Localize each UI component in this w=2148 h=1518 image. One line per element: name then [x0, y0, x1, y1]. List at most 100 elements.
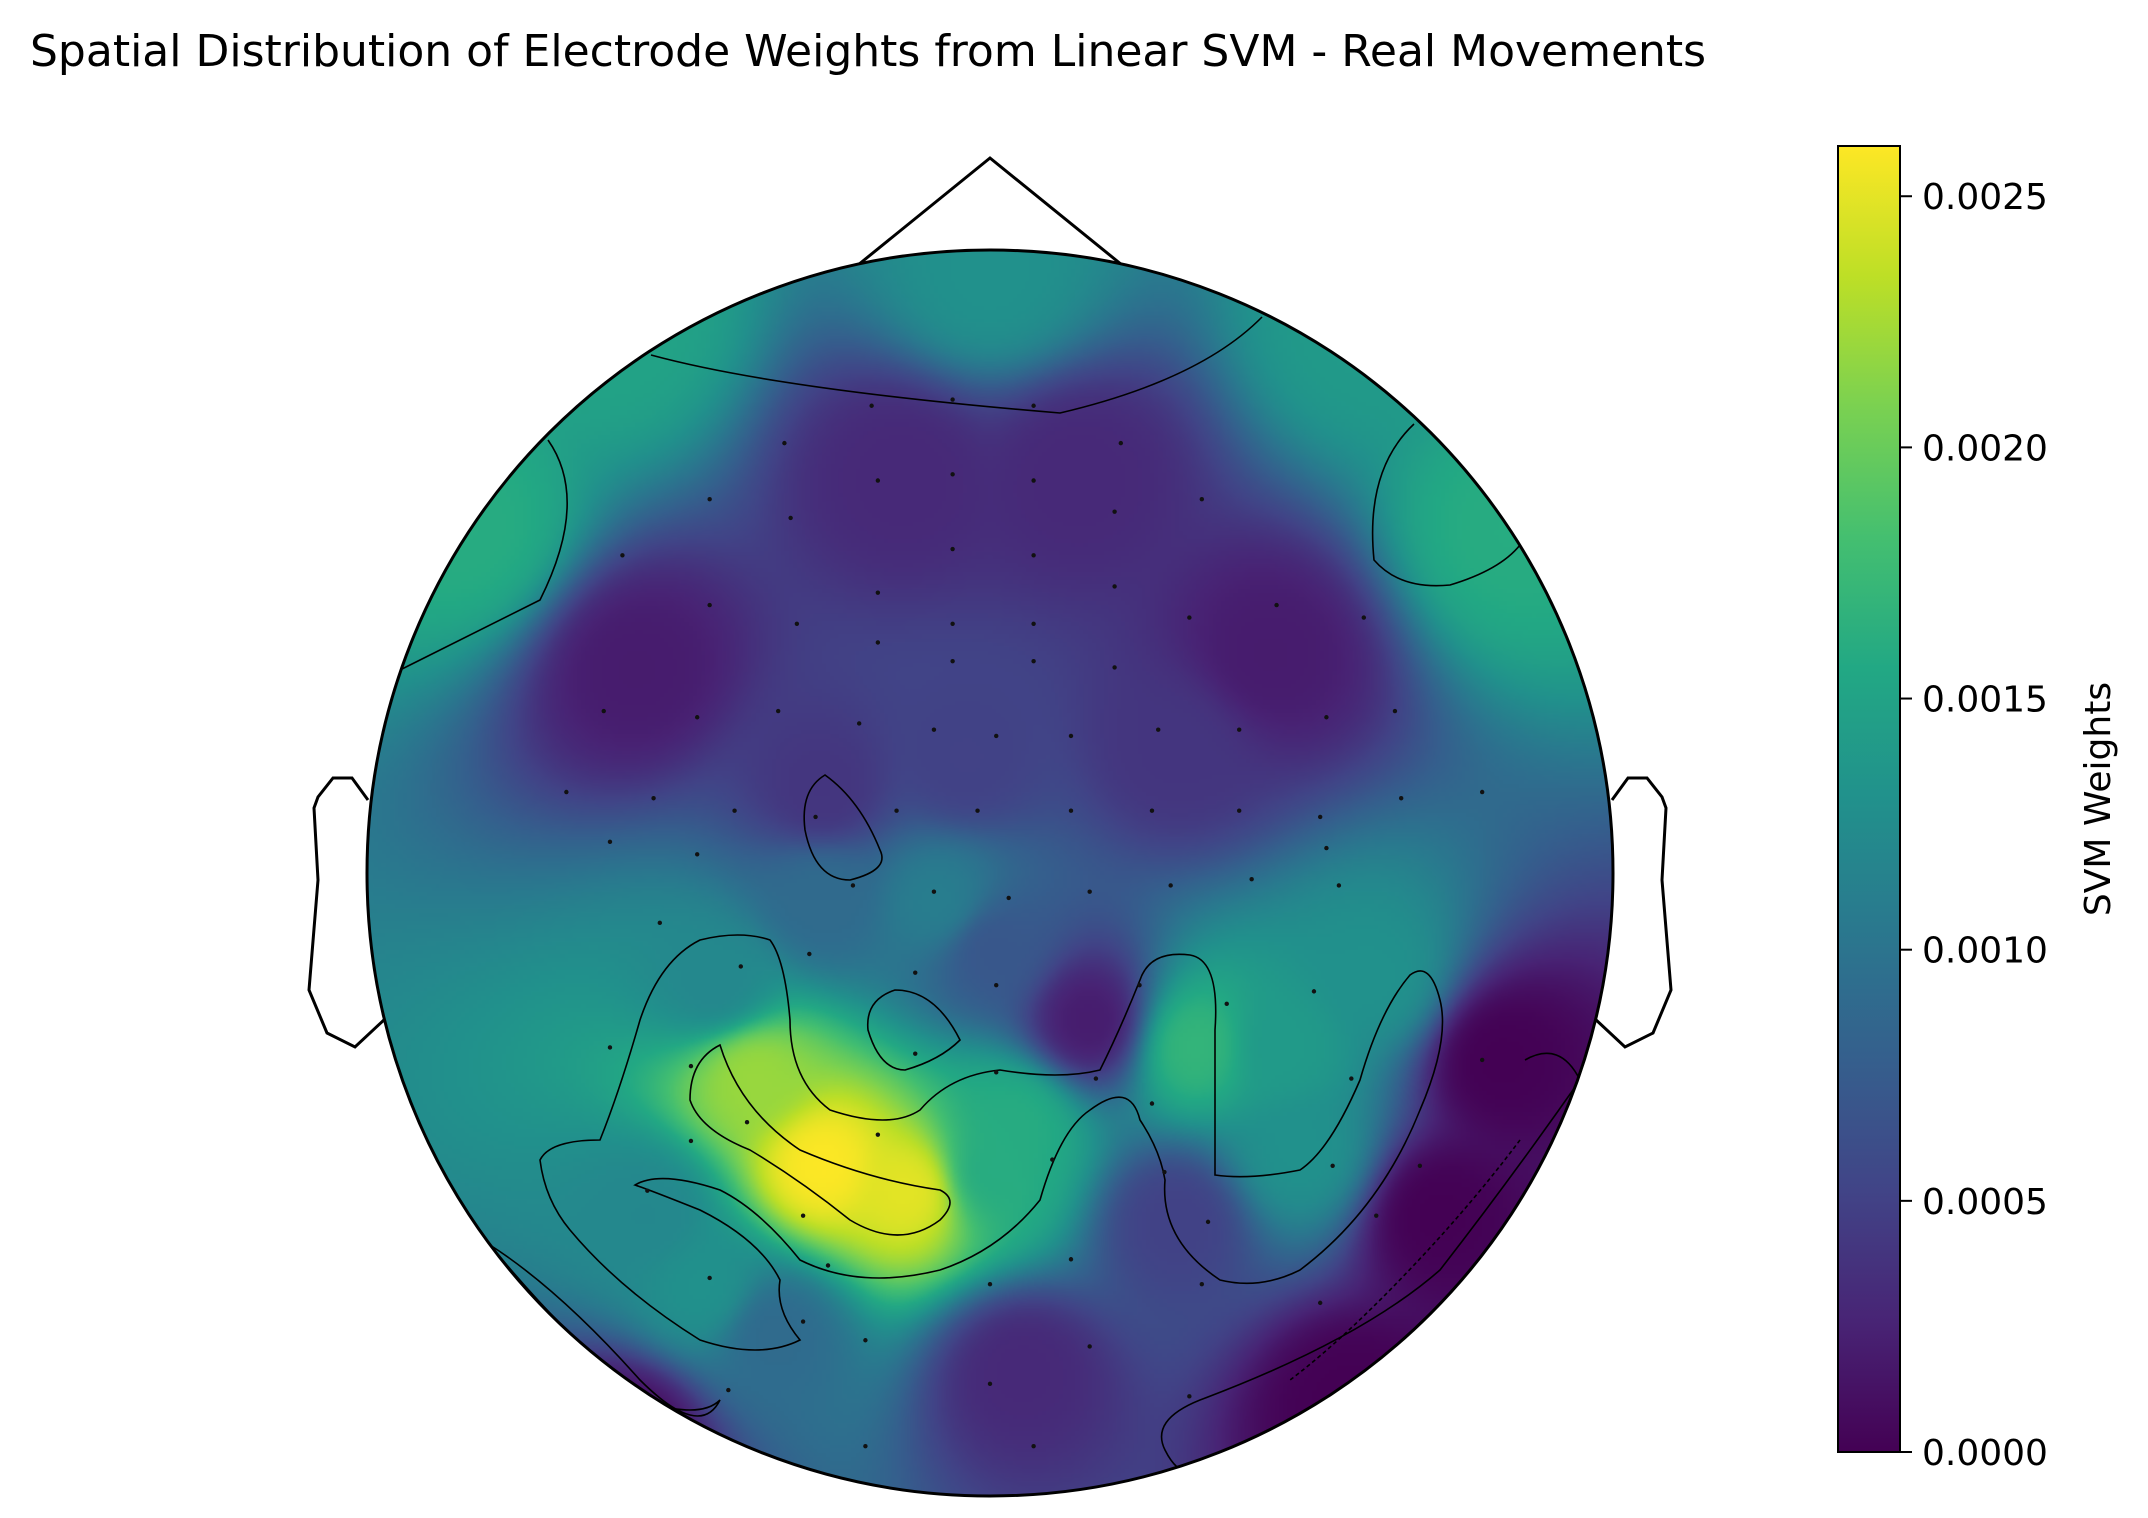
electrode-marker — [863, 1443, 868, 1449]
electrode-marker — [788, 515, 793, 521]
electrode-marker — [1398, 796, 1404, 801]
contour-line — [1371, 423, 1521, 587]
electrode-marker — [1087, 1344, 1092, 1349]
electrode-marker — [987, 1281, 993, 1287]
electrode-marker — [987, 1381, 993, 1387]
head-circle — [365, 248, 1615, 1498]
electrode-marker — [994, 1070, 999, 1075]
contour-line — [803, 774, 883, 881]
electrode-marker — [813, 814, 818, 820]
electrode-marker — [950, 658, 955, 664]
electrode-marker — [1274, 602, 1279, 608]
electrode-marker — [620, 553, 625, 558]
electrode-marker — [875, 590, 881, 595]
electrode-marker — [601, 708, 606, 714]
chart-title: Spatial Distribution of Electrode Weight… — [30, 26, 1706, 77]
electrode-marker — [913, 1051, 918, 1056]
electrode-marker — [1031, 658, 1036, 664]
contour-line — [399, 439, 568, 671]
electrode-marker — [1361, 615, 1367, 620]
electrode-marker — [607, 839, 613, 845]
colorbar-tick-label: 0.0015 — [1922, 680, 2048, 721]
electrode-marker — [1087, 889, 1092, 894]
electrode-marker — [1031, 403, 1036, 408]
electrode-marker — [782, 440, 787, 446]
electrode-marker — [707, 1275, 712, 1281]
electrode-markers — [564, 397, 1485, 1449]
contour-line — [650, 316, 1263, 414]
heatmap-surface — [367, 250, 1613, 1496]
electrode-marker — [800, 1213, 806, 1218]
electrode-marker — [1324, 715, 1329, 720]
electrode-marker — [1249, 877, 1254, 882]
electrode-marker — [1068, 733, 1074, 739]
electrode-marker — [1031, 1443, 1036, 1449]
electrode-marker — [1392, 708, 1398, 714]
electrode-marker — [1311, 989, 1317, 994]
electrode-marker — [794, 621, 800, 626]
electrode-marker — [1199, 497, 1205, 502]
electrode-marker — [850, 883, 856, 888]
electrode-marker — [645, 1188, 650, 1193]
electrode-marker — [1317, 1300, 1323, 1306]
electrode-marker — [707, 497, 712, 502]
colorbar-tick-label: 0.0000 — [1922, 1433, 2048, 1474]
electrode-marker — [607, 1045, 613, 1050]
electrode-marker — [1068, 808, 1074, 813]
contour-line — [866, 989, 961, 1071]
electrode-marker — [1237, 808, 1242, 813]
contour-line — [1289, 1139, 1521, 1381]
electrode-marker — [1479, 1057, 1485, 1063]
electrode-marker — [1112, 509, 1117, 514]
colorbar-tick-label: 0.0005 — [1922, 1182, 2048, 1223]
electrode-marker — [732, 808, 737, 813]
electrode-marker — [694, 715, 700, 720]
electrode-marker — [1149, 808, 1155, 813]
electrode-marker — [564, 789, 569, 795]
electrode-marker — [688, 1063, 694, 1069]
electrode-marker — [1349, 1076, 1354, 1081]
electrode-marker — [856, 721, 862, 726]
electrode-marker — [738, 964, 743, 969]
electrode-marker — [1205, 1219, 1211, 1225]
electrode-marker — [1479, 789, 1485, 795]
electrode-marker — [1137, 982, 1142, 988]
electrode-marker — [1199, 1281, 1205, 1287]
electrode-marker — [1237, 727, 1242, 732]
electrode-marker — [950, 621, 955, 626]
electrode-marker — [1031, 553, 1036, 558]
electrode-marker — [1187, 615, 1192, 620]
electrode-marker — [651, 796, 656, 801]
electrode-marker — [1031, 621, 1036, 626]
electrode-marker — [1187, 1394, 1192, 1399]
colorbar-label: SVM Weights — [2078, 682, 2119, 916]
electrode-marker — [931, 727, 937, 732]
electrode-marker — [1168, 883, 1173, 888]
electrode-marker — [875, 1132, 881, 1137]
colorbar-tick-label: 0.0010 — [1922, 931, 2048, 972]
electrode-marker — [1324, 845, 1329, 851]
electrode-marker — [1330, 1163, 1335, 1169]
electrode-marker — [1417, 1163, 1423, 1169]
electrode-marker — [1093, 1076, 1099, 1081]
contour-line — [689, 1043, 951, 1236]
electrode-marker — [1112, 584, 1117, 589]
contour-line — [539, 934, 1444, 1351]
nose-outline — [857, 156, 1123, 267]
colorbar-gradient — [1837, 145, 1901, 1453]
electrode-marker — [913, 970, 918, 975]
electrode-marker — [1050, 1157, 1055, 1162]
electrode-marker — [931, 889, 937, 894]
electrode-marker — [994, 733, 999, 739]
electrode-marker — [1336, 883, 1342, 888]
electrode-marker — [744, 1120, 750, 1125]
contour-lines — [399, 316, 1581, 1474]
electrode-marker — [688, 1138, 694, 1144]
electrode-marker — [1112, 665, 1117, 670]
electrode-marker — [994, 982, 999, 988]
electrode-marker — [1068, 1257, 1074, 1262]
electrode-marker — [707, 602, 712, 608]
electrode-marker — [1374, 1213, 1379, 1218]
colorbar-tick-label: 0.0020 — [1922, 428, 2048, 469]
